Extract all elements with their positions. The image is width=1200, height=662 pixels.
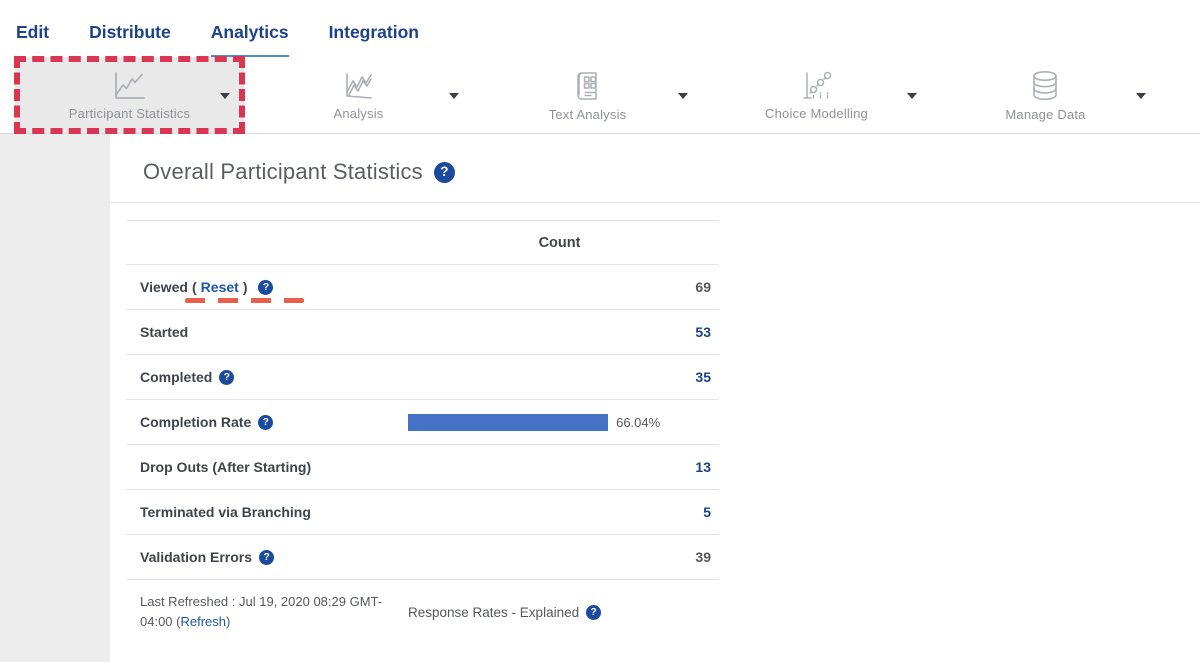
row-value: 13	[695, 459, 711, 475]
chevron-down-icon[interactable]	[220, 93, 230, 99]
chevron-down-icon[interactable]	[678, 93, 688, 99]
row-label-cell: Viewed ( Reset ) ?	[126, 279, 408, 303]
orange-dashed-underline	[185, 298, 304, 303]
completion-rate-value: 66.04%	[616, 414, 661, 430]
toolbar-item-label: Choice Modelling	[765, 105, 868, 121]
row-label-cell: Validation Errors ?	[126, 549, 408, 565]
row-label: Completion Rate	[140, 414, 252, 430]
last-refreshed-suffix: )	[226, 614, 231, 629]
toolbar-item-body: Manage Data	[1005, 69, 1085, 122]
analytics-toolbar: Participant Statistics Analysis	[0, 56, 1200, 134]
table-row-validation-errors: Validation Errors ? 39	[126, 535, 719, 580]
table-row-drop-outs: Drop Outs (After Starting) 13	[126, 445, 719, 490]
row-value: 53	[695, 324, 711, 340]
toolbar-item-body: Choice Modelling	[765, 70, 868, 121]
help-icon[interactable]: ?	[586, 604, 602, 620]
completion-rate-bar-fill	[408, 413, 609, 431]
nav-edit[interactable]: Edit	[16, 22, 50, 42]
last-refreshed-prefix: Last Refreshed : Jul 19, 2020 08:29 GMT-…	[140, 594, 383, 629]
row-label: Drop Outs (After Starting)	[140, 459, 312, 475]
main-area: Overall Participant Statistics ? Count V…	[0, 134, 1200, 662]
toolbar-participant-statistics[interactable]: Participant Statistics	[14, 56, 245, 134]
row-label: Viewed	[140, 279, 188, 295]
top-nav: Edit Distribute Analytics Integration	[0, 0, 1200, 57]
scatter-trend-icon	[798, 70, 834, 102]
nav-distribute[interactable]: Distribute	[89, 22, 171, 42]
paren-open: (	[192, 279, 197, 295]
row-value: 5	[703, 504, 711, 520]
refresh-link[interactable]: Refresh	[180, 614, 227, 629]
table-header-row: Count	[126, 220, 719, 265]
row-label-cell: Started	[126, 324, 408, 340]
row-label: Completed	[140, 369, 213, 385]
content-panel: Overall Participant Statistics ? Count V…	[110, 134, 1200, 662]
help-icon[interactable]: ?	[219, 369, 235, 385]
row-value: 39	[695, 549, 711, 565]
row-label: Terminated via Branching	[140, 504, 311, 520]
row-label-cell: Drop Outs (After Starting)	[126, 459, 408, 475]
response-rates-explained: Response Rates - Explained ?	[408, 592, 719, 632]
response-rates-label: Response Rates - Explained	[408, 604, 580, 620]
table-row-terminated: Terminated via Branching 5	[126, 490, 719, 535]
row-label-cell: Terminated via Branching	[126, 504, 408, 520]
table-row-completion-rate: Completion Rate ? 66.04%	[126, 400, 719, 445]
nav-analytics[interactable]: Analytics	[210, 21, 289, 57]
chevron-down-icon[interactable]	[1136, 93, 1146, 99]
participant-stats-table: Count Viewed ( Reset ) ? 69 Starte	[126, 220, 719, 580]
chevron-down-icon[interactable]	[907, 93, 917, 99]
page-title: Overall Participant Statistics	[143, 159, 423, 184]
toolbar-item-label: Manage Data	[1005, 106, 1086, 122]
last-refreshed-text: Last Refreshed : Jul 19, 2020 08:29 GMT-…	[126, 592, 408, 632]
table-footer: Last Refreshed : Jul 19, 2020 08:29 GMT-…	[126, 580, 719, 632]
toolbar-choice-modelling[interactable]: Choice Modelling	[702, 57, 931, 133]
row-label: Validation Errors	[140, 549, 253, 565]
row-label-cell: Completed ?	[126, 369, 408, 385]
nav-integration[interactable]: Integration	[328, 22, 419, 42]
completion-rate-bar-track: 66.04%	[408, 413, 711, 431]
help-icon[interactable]: ?	[258, 414, 274, 430]
chevron-down-icon[interactable]	[449, 93, 459, 99]
toolbar-item-label: Participant Statistics	[68, 105, 191, 121]
toolbar-item-body: Participant Statistics	[69, 70, 190, 121]
table-row-completed: Completed ? 35	[126, 355, 719, 400]
paren-close: )	[242, 279, 248, 295]
table-row-viewed: Viewed ( Reset ) ? 69	[126, 265, 719, 310]
help-icon[interactable]: ?	[433, 161, 455, 183]
table-row-started: Started 53	[126, 310, 719, 355]
zigzag-chart-icon	[339, 70, 377, 102]
toolbar-analysis[interactable]: Analysis	[244, 57, 473, 133]
count-column-header: Count	[538, 234, 581, 251]
toolbar-item-label: Analysis	[333, 105, 384, 121]
row-label: Started	[140, 324, 189, 340]
toolbar-item-body: Text Analysis	[549, 69, 627, 122]
database-icon	[1028, 69, 1062, 103]
line-chart-icon	[110, 70, 148, 102]
help-icon[interactable]: ?	[258, 279, 274, 295]
help-icon[interactable]: ?	[259, 549, 275, 565]
row-value: 69	[695, 279, 711, 295]
completion-rate-cell: 66.04%	[408, 413, 719, 431]
row-value: 35	[695, 369, 711, 385]
reset-link[interactable]: Reset	[200, 279, 239, 295]
toolbar-item-label: Text Analysis	[548, 106, 627, 122]
document-grid-icon	[571, 69, 605, 103]
row-label-cell: Completion Rate ?	[126, 414, 408, 430]
toolbar-item-body: Analysis	[333, 70, 383, 121]
toolbar-manage-data[interactable]: Manage Data	[931, 57, 1160, 133]
toolbar-text-analysis[interactable]: Text Analysis	[473, 57, 702, 133]
panel-title-row: Overall Participant Statistics ?	[110, 134, 1200, 203]
